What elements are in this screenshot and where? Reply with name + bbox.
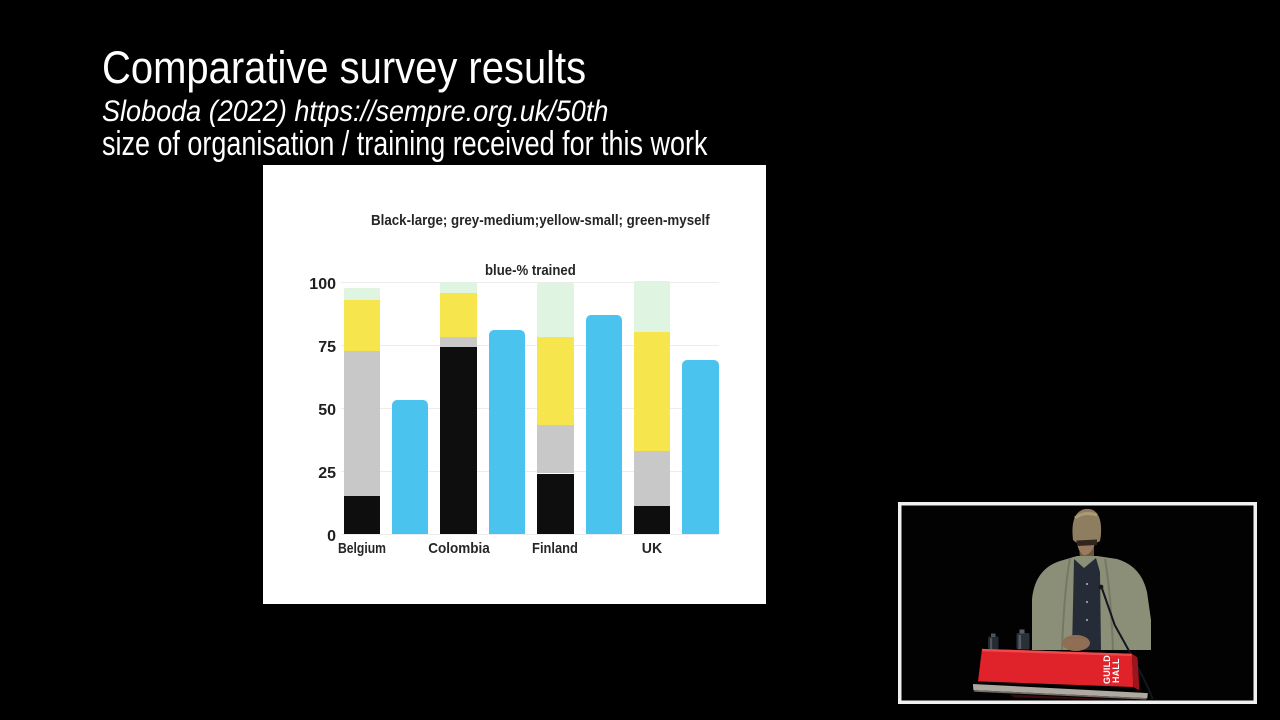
- svg-text:GUILD: GUILD: [1102, 655, 1112, 684]
- svg-text:HALL: HALL: [1111, 658, 1121, 684]
